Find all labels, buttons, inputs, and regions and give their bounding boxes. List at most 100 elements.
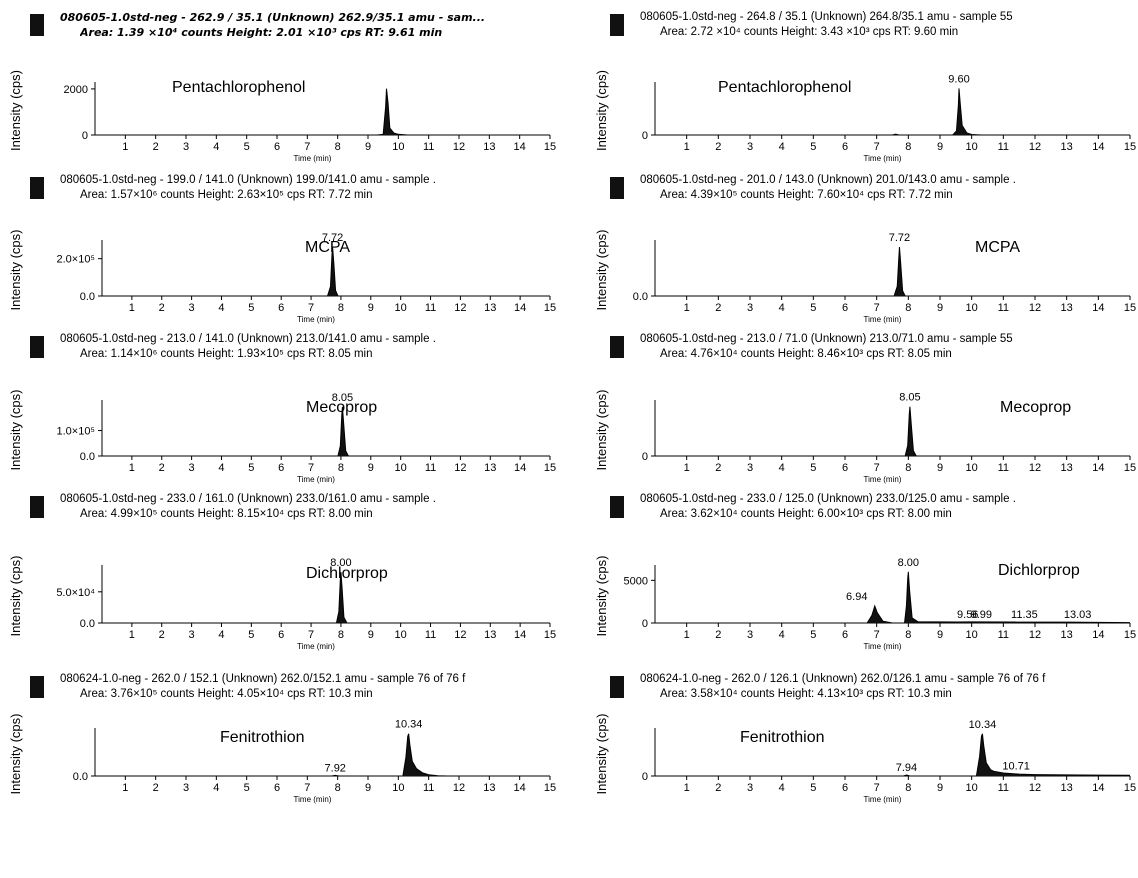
peak-label: 6.94 <box>846 591 867 603</box>
x-tick-label: 4 <box>779 141 785 153</box>
peak-label: 9.56 <box>957 609 978 621</box>
y-tick-label: 0.0 <box>80 451 95 463</box>
x-tick-label: 11 <box>998 302 1009 314</box>
x-tick-label: 8 <box>905 141 911 153</box>
x-tick-label: 13 <box>484 629 496 641</box>
x-tick-label: 4 <box>213 141 219 153</box>
x-tick-label: 13 <box>484 302 496 314</box>
x-tick-label: 14 <box>514 141 526 153</box>
x-axis-label: Time (min) <box>297 642 335 651</box>
x-tick-label: 3 <box>747 629 753 641</box>
x-tick-label: 11 <box>425 462 436 474</box>
x-tick-label: 6 <box>842 302 848 314</box>
chromatogram-trace <box>95 88 550 136</box>
x-tick-label: 14 <box>514 302 526 314</box>
header-marker-icon <box>610 496 624 518</box>
x-tick-label: 7 <box>308 629 314 641</box>
x-tick-label: 14 <box>1092 141 1104 153</box>
x-tick-label: 4 <box>779 782 785 794</box>
peak-area <box>655 571 1130 623</box>
x-tick-label: 2 <box>153 782 159 794</box>
chromatogram-trace <box>95 733 550 777</box>
x-tick-label: 2 <box>715 302 721 314</box>
y-tick-label: 2.0×10⁵ <box>56 254 95 266</box>
x-tick-label: 4 <box>218 629 224 641</box>
x-tick-label: 13 <box>1061 782 1073 794</box>
header-marker-icon <box>30 336 44 358</box>
x-tick-label: 10 <box>395 629 407 641</box>
peak-label: 7.72 <box>889 232 910 244</box>
x-tick-label: 3 <box>747 782 753 794</box>
x-tick-label: 1 <box>684 782 690 794</box>
x-tick-label: 12 <box>1029 462 1041 474</box>
compound-name: Pentachlorophenol <box>718 79 851 96</box>
panel-header-stats: Area: 1.14×10⁶ counts Height: 1.93×10⁵ c… <box>80 348 373 360</box>
x-tick-label: 15 <box>1124 782 1136 794</box>
x-tick-label: 1 <box>684 629 690 641</box>
chromatogram-trace <box>102 246 550 297</box>
compound-name: Pentachlorophenol <box>172 79 305 96</box>
x-tick-label: 7 <box>874 462 880 474</box>
x-axis-label: Time (min) <box>297 475 335 484</box>
x-tick-label: 6 <box>842 629 848 641</box>
x-tick-label: 12 <box>453 141 465 153</box>
x-tick-label: 3 <box>183 782 189 794</box>
x-tick-label: 2 <box>715 141 721 153</box>
y-tick-label: 0 <box>642 130 648 142</box>
panel-header-stats: Area: 1.39 ×10⁴ counts Height: 2.01 ×10³… <box>80 26 443 39</box>
x-tick-label: 9 <box>368 302 374 314</box>
chromatogram-trace <box>655 406 1130 457</box>
y-axis-label: Intensity (cps) <box>8 230 23 311</box>
x-tick-label: 4 <box>779 629 785 641</box>
x-tick-label: 10 <box>392 141 404 153</box>
compound-name: Fenitrothion <box>220 729 305 746</box>
peak-label: 11.35 <box>1011 609 1038 621</box>
compound-name: MCPA <box>305 239 350 256</box>
x-axis-label: Time (min) <box>297 315 335 324</box>
x-tick-label: 15 <box>544 629 556 641</box>
x-tick-label: 5 <box>810 782 816 794</box>
compound-name: Dichlorprop <box>306 565 388 582</box>
y-axis-label: Intensity (cps) <box>8 556 23 637</box>
x-tick-label: 3 <box>189 629 195 641</box>
peak-label: 7.94 <box>896 762 917 774</box>
x-tick-label: 10 <box>966 141 978 153</box>
x-tick-label: 13 <box>483 141 495 153</box>
x-tick-label: 3 <box>189 462 195 474</box>
x-tick-label: 12 <box>453 782 465 794</box>
peak-label: 10.71 <box>1002 760 1030 772</box>
x-tick-label: 13 <box>1061 141 1073 153</box>
panel-header-title: 080605-1.0std-neg - 233.0 / 125.0 (Unkno… <box>640 493 1016 505</box>
x-tick-label: 5 <box>244 141 250 153</box>
peak-label: 10.34 <box>969 719 997 731</box>
x-tick-label: 13 <box>1061 629 1073 641</box>
x-tick-label: 8 <box>905 302 911 314</box>
x-tick-label: 8 <box>338 462 344 474</box>
x-tick-label: 1 <box>684 141 690 153</box>
x-tick-label: 2 <box>159 629 165 641</box>
panel-header-stats: Area: 4.99×10⁵ counts Height: 8.15×10⁴ c… <box>80 508 373 520</box>
x-tick-label: 6 <box>278 302 284 314</box>
x-tick-label: 8 <box>905 629 911 641</box>
y-tick-label: 0.0 <box>80 618 95 630</box>
x-tick-label: 8 <box>905 782 911 794</box>
x-tick-label: 8 <box>338 629 344 641</box>
y-axis-label: Intensity (cps) <box>8 390 23 471</box>
compound-name: Mecoprop <box>306 399 377 416</box>
x-tick-label: 11 <box>998 141 1009 153</box>
panel-header-stats: Area: 3.76×10⁵ counts Height: 4.05×10⁴ c… <box>80 688 373 700</box>
x-tick-label: 11 <box>998 462 1009 474</box>
x-tick-label: 14 <box>514 629 526 641</box>
x-tick-label: 15 <box>544 462 556 474</box>
x-tick-label: 7 <box>304 782 310 794</box>
x-tick-label: 8 <box>335 141 341 153</box>
header-marker-icon <box>30 496 44 518</box>
chromatogram-trace <box>102 406 550 457</box>
x-tick-label: 6 <box>842 141 848 153</box>
x-tick-label: 15 <box>1124 462 1136 474</box>
x-axis-label: Time (min) <box>294 154 332 163</box>
x-tick-label: 5 <box>810 629 816 641</box>
x-tick-label: 15 <box>1124 141 1136 153</box>
